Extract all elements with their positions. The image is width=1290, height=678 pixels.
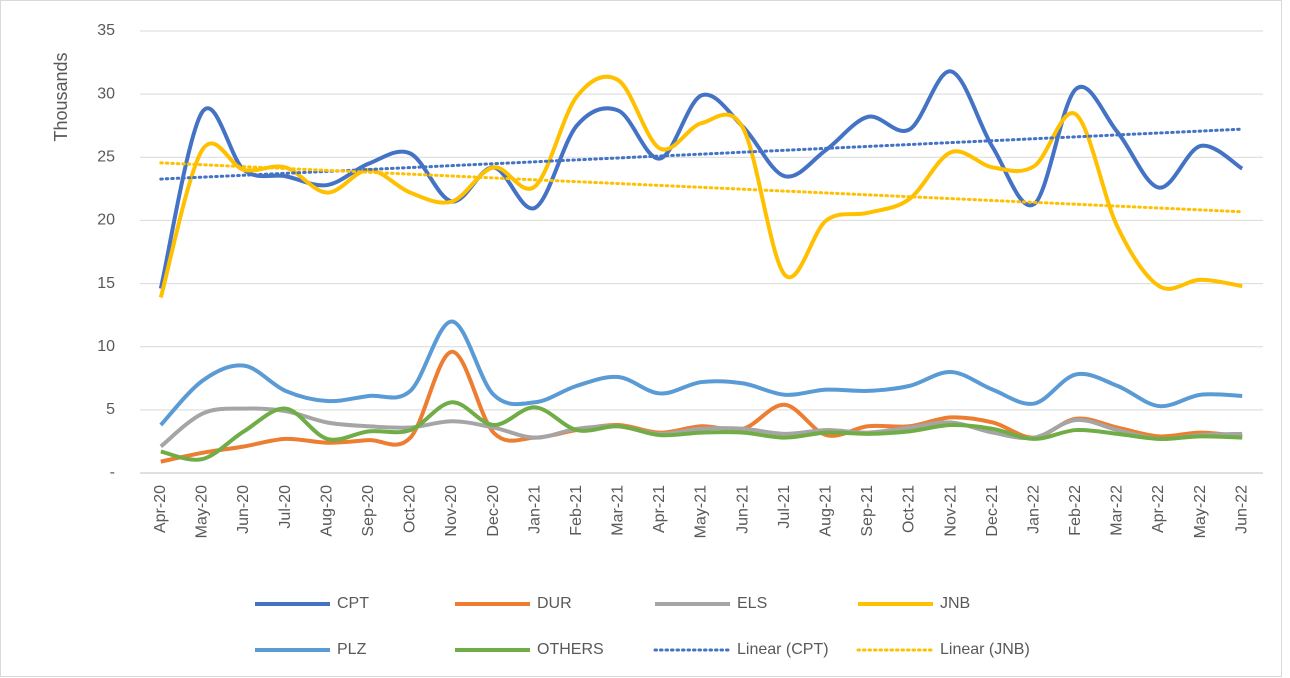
legend-label: JNB	[940, 595, 970, 612]
y-tick-label: 15	[97, 275, 115, 292]
x-tick-label: Oct-20	[402, 485, 419, 533]
x-tick-label: Feb-21	[568, 485, 585, 536]
series-line	[159, 406, 1243, 449]
legend-label: Linear (CPT)	[737, 641, 829, 658]
y-axis-label: Thousands	[51, 52, 71, 141]
x-tick-label: May-21	[693, 485, 710, 538]
x-tick-label: Oct-21	[901, 485, 918, 533]
x-tick-label: Jul-20	[277, 485, 294, 529]
x-tick-label: Sep-20	[360, 485, 377, 537]
legend-label: CPT	[337, 595, 369, 612]
legend-label: PLZ	[337, 641, 367, 658]
series-line	[159, 319, 1243, 427]
x-tick-label: Nov-21	[942, 485, 959, 537]
y-tick-label: 30	[97, 85, 115, 102]
x-tick-label: Apr-22	[1150, 485, 1167, 533]
y-tick-label: 20	[97, 212, 115, 229]
y-tick-label: 10	[97, 338, 115, 355]
x-tick-label: Aug-21	[817, 485, 834, 537]
legend-label: OTHERS	[537, 641, 604, 658]
x-tick-label: Aug-20	[318, 485, 335, 537]
y-tick-label: -	[110, 464, 115, 481]
x-tick-label: Jun-21	[734, 485, 751, 534]
x-tick-label: Sep-21	[859, 485, 876, 537]
y-tick-label: 25	[97, 149, 115, 166]
series-line	[158, 74, 1243, 299]
trendline	[159, 161, 1244, 214]
legend-label: Linear (JNB)	[940, 641, 1030, 658]
x-tick-label: Jun-22	[1233, 485, 1250, 534]
y-tick-label: 5	[106, 401, 115, 418]
series-line	[160, 400, 1243, 462]
x-tick-label: Feb-22	[1067, 485, 1084, 536]
x-tick-label: Apr-21	[651, 485, 668, 533]
x-tick-label: Jan-22	[1025, 485, 1042, 534]
legend-label: ELS	[737, 595, 767, 612]
x-tick-label: Nov-20	[443, 485, 460, 537]
x-tick-label: Jul-21	[776, 485, 793, 529]
series-line	[158, 69, 1244, 290]
y-tick-label: 35	[97, 22, 115, 39]
x-tick-label: Mar-21	[610, 485, 627, 536]
x-tick-label: Mar-22	[1109, 485, 1126, 536]
x-tick-label: Jun-20	[235, 485, 252, 534]
x-tick-label: May-20	[194, 485, 211, 538]
x-tick-label: Dec-21	[984, 485, 1001, 537]
x-tick-label: May-22	[1192, 485, 1209, 538]
x-tick-label: Apr-20	[152, 485, 169, 533]
x-tick-label: Jan-21	[526, 485, 543, 534]
legend-label: DUR	[537, 595, 572, 612]
x-tick-label: Dec-20	[485, 485, 502, 537]
